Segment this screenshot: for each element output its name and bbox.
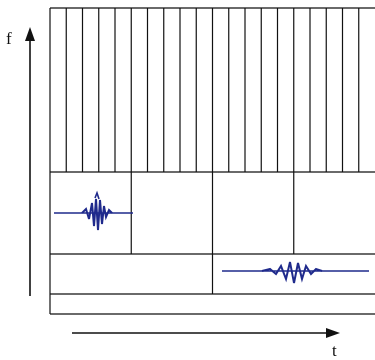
wavelet-high-scale-oscillation [81,198,113,231]
frequency-axis: f [6,27,35,296]
wavelet-low-scale [222,261,369,284]
tiling-grid [49,7,375,315]
frequency-axis-label: f [6,29,12,48]
time-axis-label: t [332,341,337,360]
wavelet-high-scale [54,190,133,231]
wavelet-low-scale-oscillation [261,261,323,284]
frequency-axis-arrowhead [25,27,35,41]
time-axis-arrowhead [326,328,340,338]
wavelets [54,190,369,284]
time-axis: t [72,328,340,360]
